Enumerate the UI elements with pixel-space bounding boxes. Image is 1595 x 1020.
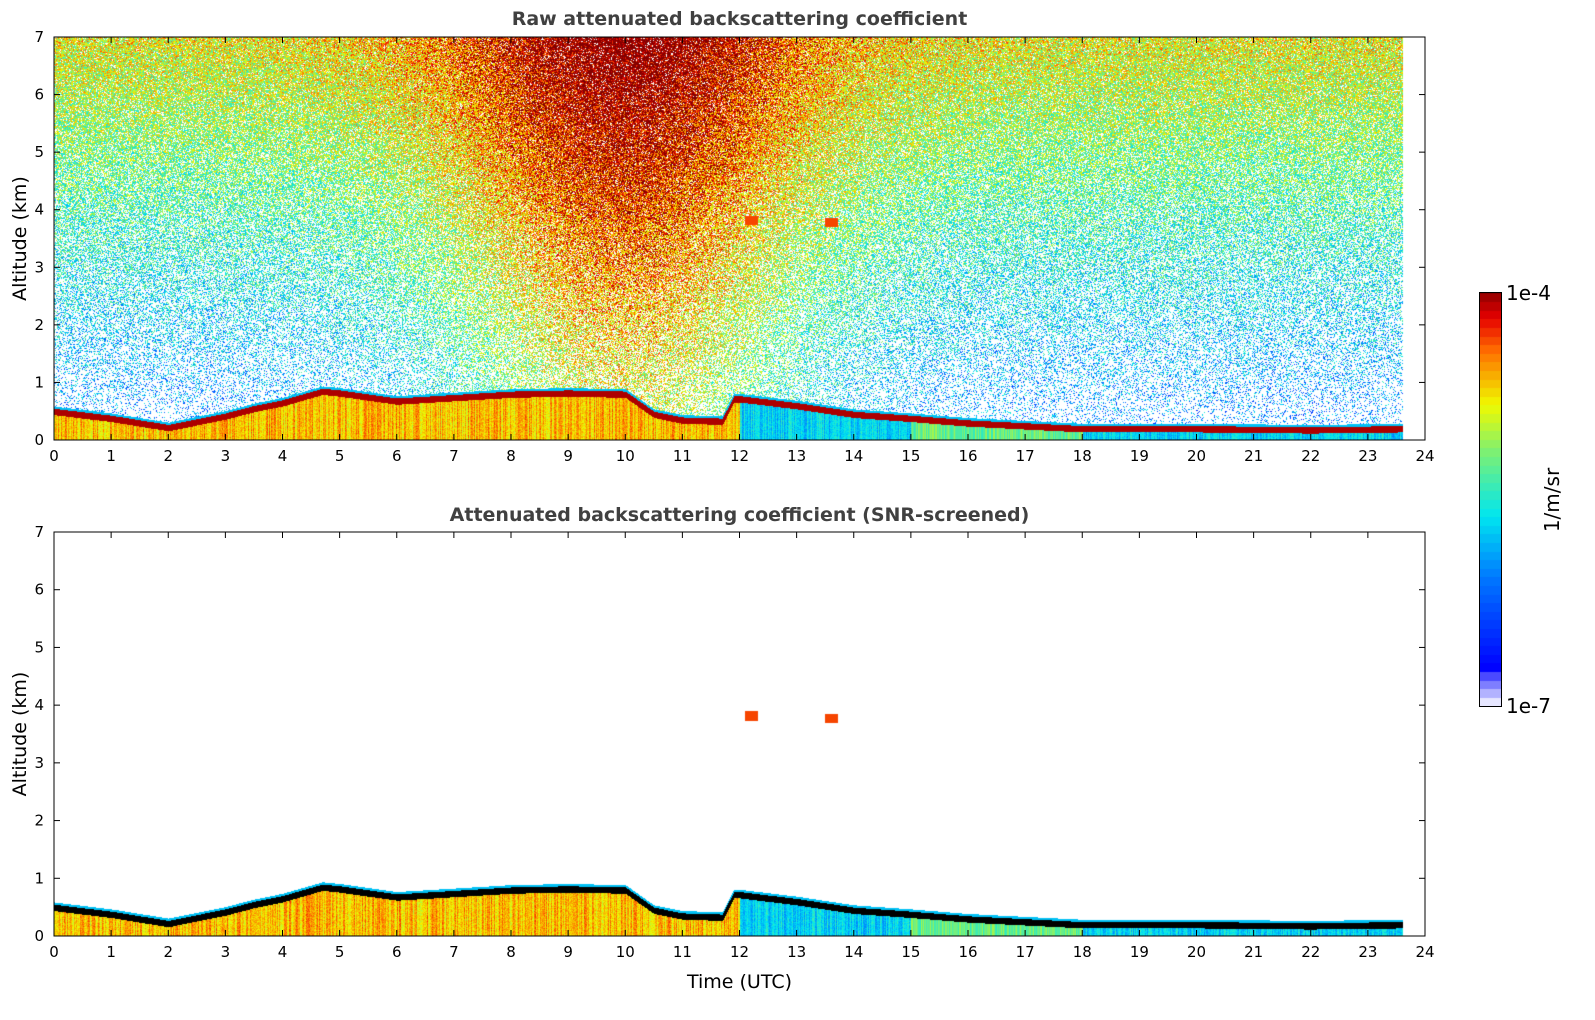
top-x-tick-label: 4 [278, 447, 288, 465]
bottom-x-tick-label: 16 [958, 943, 977, 961]
top-y-tick-label: 5 [34, 143, 44, 161]
bottom-axes-frame [53, 531, 1426, 937]
bottom-x-tick-label: 15 [901, 943, 920, 961]
top-x-tick-label: 23 [1358, 447, 1377, 465]
bottom-x-axis-label: Time (UTC) [686, 971, 792, 993]
bottom-x-tick-label: 22 [1301, 943, 1320, 961]
bottom-chart-title: Attenuated backscattering coefficient (S… [449, 504, 1030, 526]
top-axes-frame [53, 36, 1426, 441]
colorbar [1479, 292, 1502, 707]
top-x-tick-label: 22 [1301, 447, 1320, 465]
top-x-tick-label: 5 [335, 447, 345, 465]
top-x-tick-label: 21 [1244, 447, 1263, 465]
bottom-x-tick-label: 20 [1187, 943, 1206, 961]
top-x-tick-label: 24 [1415, 447, 1434, 465]
top-y-tick-label: 3 [34, 258, 44, 276]
top-x-tick-label: 12 [730, 447, 749, 465]
bottom-x-tick-label: 0 [49, 943, 59, 961]
top-x-tick-label: 9 [563, 447, 573, 465]
bottom-y-axis-label: Altitude (km) [9, 672, 31, 797]
bottom-x-tick-label: 19 [1130, 943, 1149, 961]
top-x-tick-label: 14 [844, 447, 863, 465]
top-x-tick-label: 10 [616, 447, 635, 465]
top-y-tick-label: 0 [34, 431, 44, 449]
top-x-tick-label: 6 [392, 447, 402, 465]
bottom-x-tick-label: 3 [221, 943, 231, 961]
top-x-tick-label: 1 [106, 447, 116, 465]
top-y-axis-label: Altitude (km) [9, 176, 31, 301]
bottom-x-tick-label: 23 [1358, 943, 1377, 961]
bottom-x-tick-label: 5 [335, 943, 345, 961]
top-x-tick-label: 18 [1073, 447, 1092, 465]
top-x-tick-label: 15 [901, 447, 920, 465]
top-y-tick-label: 7 [34, 28, 44, 46]
bottom-x-tick-label: 17 [1016, 943, 1035, 961]
bottom-x-tick-label: 10 [616, 943, 635, 961]
bottom-x-tick-label: 8 [506, 943, 516, 961]
bottom-x-tick-label: 2 [163, 943, 173, 961]
colorbar-min-label: 1e-7 [1506, 694, 1551, 718]
bottom-x-tick-label: 1 [106, 943, 116, 961]
top-x-tick-label: 20 [1187, 447, 1206, 465]
screened-backscatter-heatmap [54, 532, 1425, 936]
top-y-tick-label: 6 [34, 86, 44, 104]
bottom-y-tick-label: 7 [34, 523, 44, 541]
bottom-x-tick-label: 13 [787, 943, 806, 961]
top-x-tick-label: 16 [958, 447, 977, 465]
top-y-tick-label: 4 [34, 201, 44, 219]
bottom-x-tick-label: 9 [563, 943, 573, 961]
top-y-tick-label: 1 [34, 373, 44, 391]
bottom-y-tick-label: 6 [34, 581, 44, 599]
bottom-y-tick-label: 4 [34, 696, 44, 714]
bottom-y-tick-label: 2 [34, 812, 44, 830]
raw-backscatter-heatmap [54, 37, 1425, 440]
bottom-x-tick-label: 24 [1415, 943, 1434, 961]
top-x-tick-label: 11 [673, 447, 692, 465]
bottom-x-tick-label: 18 [1073, 943, 1092, 961]
top-y-tick-label: 2 [34, 316, 44, 334]
bottom-x-tick-label: 4 [278, 943, 288, 961]
bottom-y-tick-label: 0 [34, 927, 44, 945]
top-x-tick-label: 0 [49, 447, 59, 465]
bottom-y-tick-label: 5 [34, 638, 44, 656]
bottom-x-tick-label: 12 [730, 943, 749, 961]
colorbar-max-label: 1e-4 [1506, 281, 1551, 305]
top-x-tick-label: 19 [1130, 447, 1149, 465]
bottom-x-tick-label: 6 [392, 943, 402, 961]
top-x-tick-label: 7 [449, 447, 459, 465]
bottom-x-tick-label: 14 [844, 943, 863, 961]
bottom-x-tick-label: 11 [673, 943, 692, 961]
top-x-tick-label: 3 [221, 447, 231, 465]
top-x-tick-label: 17 [1016, 447, 1035, 465]
bottom-y-tick-label: 3 [34, 754, 44, 772]
top-x-tick-label: 8 [506, 447, 516, 465]
bottom-x-tick-label: 7 [449, 943, 459, 961]
bottom-y-tick-label: 1 [34, 869, 44, 887]
bottom-x-tick-label: 21 [1244, 943, 1263, 961]
top-x-tick-label: 13 [787, 447, 806, 465]
top-chart-title: Raw attenuated backscattering coefficien… [511, 8, 968, 30]
top-x-tick-label: 2 [163, 447, 173, 465]
